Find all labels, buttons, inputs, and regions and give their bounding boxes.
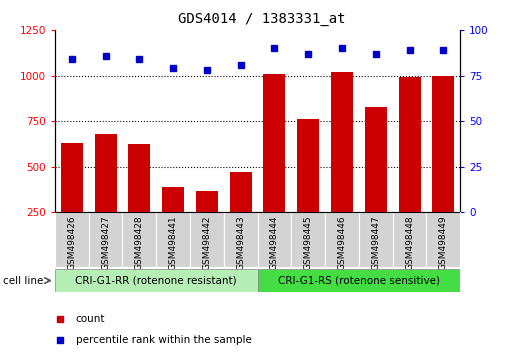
Bar bbox=[196, 192, 218, 212]
Text: GSM498442: GSM498442 bbox=[202, 215, 211, 270]
Text: GSM498426: GSM498426 bbox=[67, 215, 76, 270]
Text: cell line: cell line bbox=[3, 275, 43, 286]
Text: GSM498441: GSM498441 bbox=[168, 215, 178, 270]
Text: GSM498427: GSM498427 bbox=[101, 215, 110, 270]
Text: GSM498449: GSM498449 bbox=[439, 215, 448, 270]
Bar bbox=[230, 172, 252, 212]
Bar bbox=[426, 212, 460, 267]
Bar bbox=[162, 187, 184, 212]
Bar bbox=[156, 212, 190, 267]
Bar bbox=[399, 78, 420, 212]
Bar bbox=[325, 212, 359, 267]
Bar bbox=[55, 212, 89, 267]
Bar bbox=[257, 269, 460, 292]
Bar bbox=[61, 143, 83, 212]
Text: GSM498443: GSM498443 bbox=[236, 215, 245, 270]
Bar bbox=[264, 74, 286, 212]
Text: GSM498448: GSM498448 bbox=[405, 215, 414, 270]
Text: GDS4014 / 1383331_at: GDS4014 / 1383331_at bbox=[178, 12, 345, 27]
Bar bbox=[95, 134, 117, 212]
Text: GSM498446: GSM498446 bbox=[337, 215, 347, 270]
Text: percentile rank within the sample: percentile rank within the sample bbox=[76, 335, 252, 345]
Bar bbox=[297, 119, 319, 212]
Bar bbox=[365, 107, 387, 212]
Bar bbox=[291, 212, 325, 267]
Text: GSM498444: GSM498444 bbox=[270, 215, 279, 270]
Bar bbox=[257, 212, 291, 267]
Bar bbox=[128, 144, 150, 212]
Bar bbox=[359, 212, 393, 267]
Bar bbox=[331, 72, 353, 212]
Bar bbox=[433, 76, 454, 212]
Text: CRI-G1-RR (rotenone resistant): CRI-G1-RR (rotenone resistant) bbox=[75, 275, 237, 286]
Bar bbox=[55, 269, 257, 292]
Text: GSM498447: GSM498447 bbox=[371, 215, 380, 270]
Text: CRI-G1-RS (rotenone sensitive): CRI-G1-RS (rotenone sensitive) bbox=[278, 275, 440, 286]
Bar bbox=[224, 212, 257, 267]
Bar bbox=[122, 212, 156, 267]
Bar bbox=[89, 212, 122, 267]
Text: GSM498445: GSM498445 bbox=[304, 215, 313, 270]
Bar bbox=[393, 212, 426, 267]
Text: GSM498428: GSM498428 bbox=[135, 215, 144, 270]
Text: count: count bbox=[76, 314, 105, 324]
Bar bbox=[190, 212, 224, 267]
